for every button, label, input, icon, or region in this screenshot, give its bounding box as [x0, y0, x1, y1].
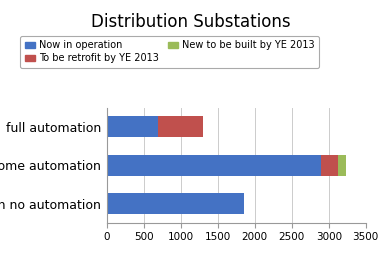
Bar	[107, 193, 243, 214]
Bar	[321, 155, 338, 176]
Bar	[107, 116, 158, 137]
Text: Distribution Substations: Distribution Substations	[91, 13, 290, 31]
Bar	[107, 155, 321, 176]
Bar	[158, 116, 203, 137]
Bar	[338, 155, 346, 176]
Legend: Now in operation, To be retrofit by YE 2013, New to be built by YE 2013: Now in operation, To be retrofit by YE 2…	[20, 36, 319, 68]
